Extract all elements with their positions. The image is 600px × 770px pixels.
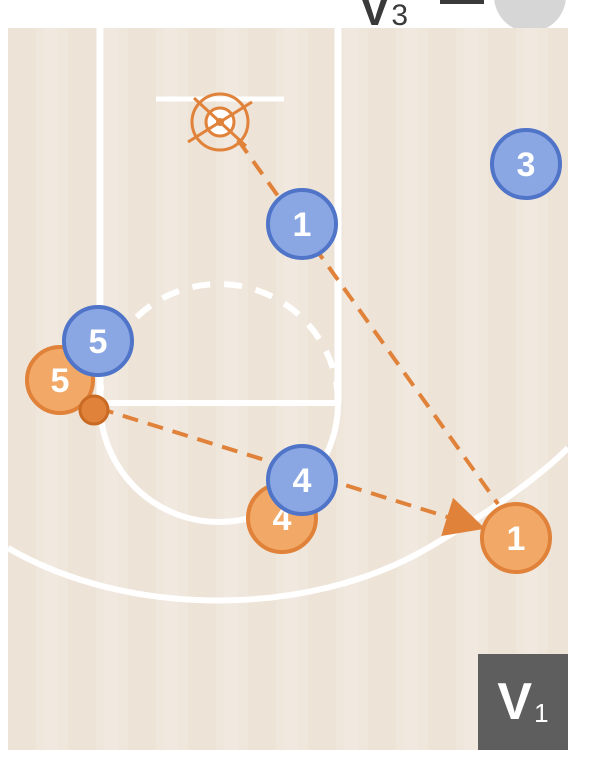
three-point-line (8, 445, 568, 604)
defense-player-1[interactable]: 1 (266, 188, 338, 260)
top-dash (440, 0, 484, 4)
cut-path-line (236, 138, 500, 506)
basketball-court: 5 4 1 1 3 5 4 (8, 28, 568, 750)
defense-player-4-label: 4 (293, 462, 312, 500)
basket-target-icon (187, 92, 253, 152)
defense-player-3-label: 3 (517, 146, 536, 184)
version-chip-letter: V (497, 673, 533, 731)
offense-player-1-label: 1 (507, 520, 526, 558)
defense-player-3[interactable]: 3 (490, 128, 562, 200)
defense-player-4[interactable]: 4 (266, 444, 338, 516)
defense-player-5[interactable]: 5 (62, 305, 134, 377)
ball-icon (78, 394, 110, 426)
defense-player-5-label: 5 (89, 323, 108, 361)
version-chip-number: 1 (534, 697, 549, 728)
offense-player-1[interactable]: 1 (480, 502, 552, 574)
top-badge-number: 3 (391, 0, 409, 32)
offense-player-5-label: 5 (51, 362, 70, 400)
defense-player-1-label: 1 (293, 206, 312, 244)
